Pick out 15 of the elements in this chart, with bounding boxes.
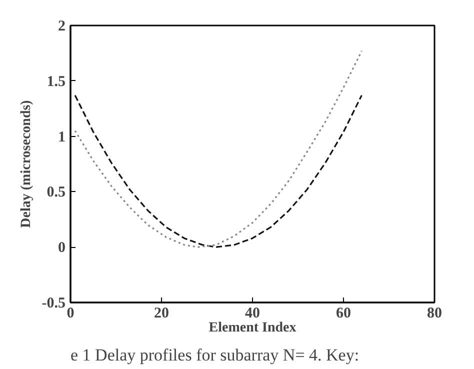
y-axis-title: Delay (microseconds) [18,100,34,228]
y-tick-label: -0.5 [42,296,66,312]
y-tick-label: 0.5 [46,184,66,201]
y-tick-label: 2 [58,18,66,34]
x-tick-label: 80 [427,306,442,322]
text: e 1 Delay profiles for subarray N= 4. Key: [70,346,360,364]
line-series [74,50,362,248]
x-tick-label: 20 [154,306,169,322]
x-tick-label: 60 [336,306,351,322]
x-tick-label: 40 [245,306,260,322]
line-series [74,94,362,248]
y-tick-label: 1 [58,129,66,146]
x-axis-title: Element Index [208,320,296,336]
y-tick-label: 1.5 [46,74,66,90]
y-tick-label: 0 [58,240,66,256]
